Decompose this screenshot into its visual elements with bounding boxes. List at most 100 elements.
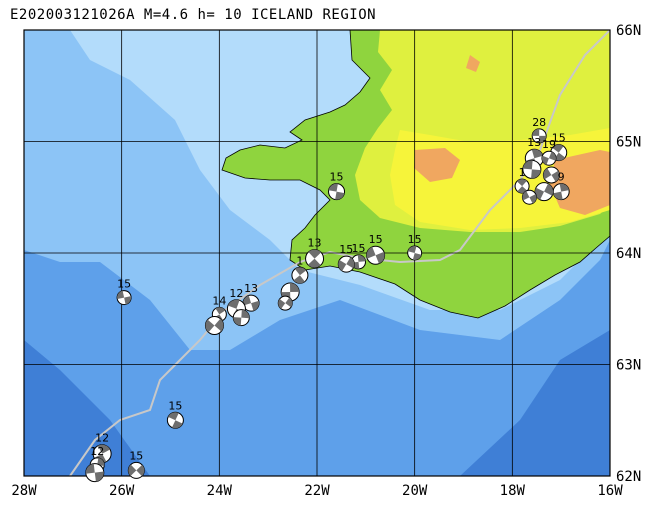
latitude-tick-label: 63N [616,358,641,374]
event-depth-label: 1 [519,166,526,179]
map-frame [23,29,611,477]
event-depth-label: 12 [229,287,243,300]
latitude-tick-label: 64N [616,246,641,262]
event-depth-label: 12 [95,432,109,445]
event-depth-label: 15 [408,233,422,246]
compressional-quadrant [375,251,385,264]
longitude-tick-label: 16W [597,483,623,499]
focal-mechanism[interactable] [85,463,105,483]
compressional-quadrant [97,444,111,454]
focal-mechanism[interactable]: 13 [305,237,325,269]
longitude-tick-label: 18W [500,483,526,499]
compressional-quadrant [338,260,347,272]
focal-mechanism[interactable] [534,182,554,202]
compressional-quadrant [215,307,226,315]
compressional-quadrant [544,183,554,196]
compressional-quadrant [278,299,286,309]
longitude-tick-label: 22W [304,483,330,499]
longitude-tick-label: 26W [109,483,135,499]
compressional-quadrant [307,258,321,268]
compressional-quadrant [251,300,260,311]
event-depth-label: 15 [117,278,131,291]
compressional-quadrant [205,319,215,333]
compressional-quadrant [243,295,252,306]
compressional-quadrant [531,169,541,179]
compressional-quadrant [117,290,125,300]
compressional-quadrant [346,257,355,269]
event-depth-label: 9 [558,171,565,184]
event-depth-label: 19 [542,138,556,151]
event-depth-label: 15 [369,233,383,246]
compressional-quadrant [289,283,300,293]
event-depth-label: 15 [330,171,344,184]
compressional-quadrant [97,457,105,466]
compressional-quadrant [357,254,366,262]
longitude-tick-label: 20W [402,483,428,499]
event-depth-label: 1 [296,254,303,267]
event-depth-label: 15 [168,399,182,412]
focal-mechanism[interactable] [522,159,542,179]
compressional-quadrant [124,296,132,305]
focal-mechanism[interactable]: 19 [541,138,557,166]
compressional-quadrant [366,246,376,259]
focal-mechanism[interactable]: 15 [127,449,145,479]
longitude-tick-label: 24W [207,483,233,499]
compressional-quadrant [285,297,293,308]
focal-mechanism[interactable] [232,309,250,327]
longitude-tick-label: 28W [11,483,37,499]
compressional-quadrant [522,191,530,201]
compressional-quadrant [241,309,250,319]
focal-mechanism[interactable]: 28 [531,116,547,144]
compressional-quadrant [94,471,104,482]
compressional-quadrant [294,267,307,276]
focal-mechanism[interactable]: 15 [328,171,346,201]
compressional-quadrant [136,464,145,477]
compressional-quadrant [531,149,543,159]
compressional-quadrant [128,464,137,476]
compressional-quadrant [233,317,242,326]
focal-mechanism[interactable] [542,166,560,184]
focal-mechanism[interactable]: 9 [552,171,570,201]
compressional-quadrant [328,183,338,192]
focal-mechanism[interactable]: 15 [116,278,132,306]
compressional-quadrant [551,170,560,182]
compressional-quadrant [227,299,240,309]
compressional-quadrant [214,318,224,332]
event-depth-label: 28 [532,116,546,129]
compressional-quadrant [548,151,556,161]
map-title: E202003121026A M=4.6 h= 10 ICELAND REGIO… [10,7,377,23]
highland-peaks [414,148,460,182]
latitude-tick-label: 66N [616,23,641,39]
event-depth-label: 12 [90,445,104,458]
event-depth-label: 13 [244,282,258,295]
compressional-quadrant [532,128,540,136]
event-depth-label: 15 [552,132,566,145]
compressional-quadrant [335,191,345,200]
compressional-quadrant [407,246,417,253]
compressional-quadrant [522,160,533,170]
event-depth-label: 15 [339,243,353,256]
focal-mechanism[interactable]: 15 [166,399,184,429]
latitude-tick-label: 65N [616,135,641,151]
focal-mechanism[interactable]: 15 [337,243,355,273]
focal-mechanism[interactable] [521,189,537,205]
compressional-quadrant [539,135,547,143]
compressional-quadrant [85,463,95,474]
compressional-quadrant [172,420,183,429]
compressional-quadrant [168,412,179,421]
focal-mechanism[interactable]: 13 [242,282,260,312]
focal-mechanism[interactable]: 15 [407,233,423,261]
focal-mechanism[interactable] [204,315,224,335]
latitude-tick-label: 62N [616,469,641,485]
compressional-quadrant [535,187,545,200]
event-depth-label: 14 [212,294,226,307]
focal-mechanism[interactable]: 1 [291,254,309,284]
compressional-quadrant [552,144,564,153]
event-depth-label: 13 [527,136,541,149]
focal-mechanism[interactable] [277,295,293,311]
compressional-quadrant [412,253,422,260]
focal-mechanism[interactable]: 15 [366,233,386,265]
